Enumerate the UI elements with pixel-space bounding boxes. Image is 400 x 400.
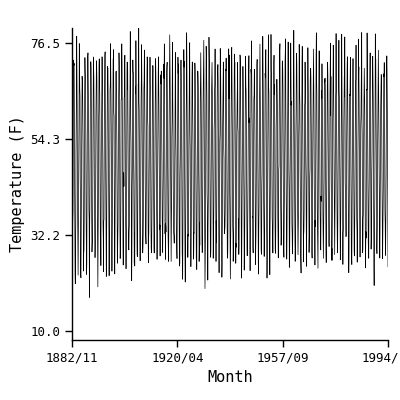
- X-axis label: Month: Month: [207, 370, 253, 385]
- Y-axis label: Temperature (F): Temperature (F): [10, 116, 25, 252]
